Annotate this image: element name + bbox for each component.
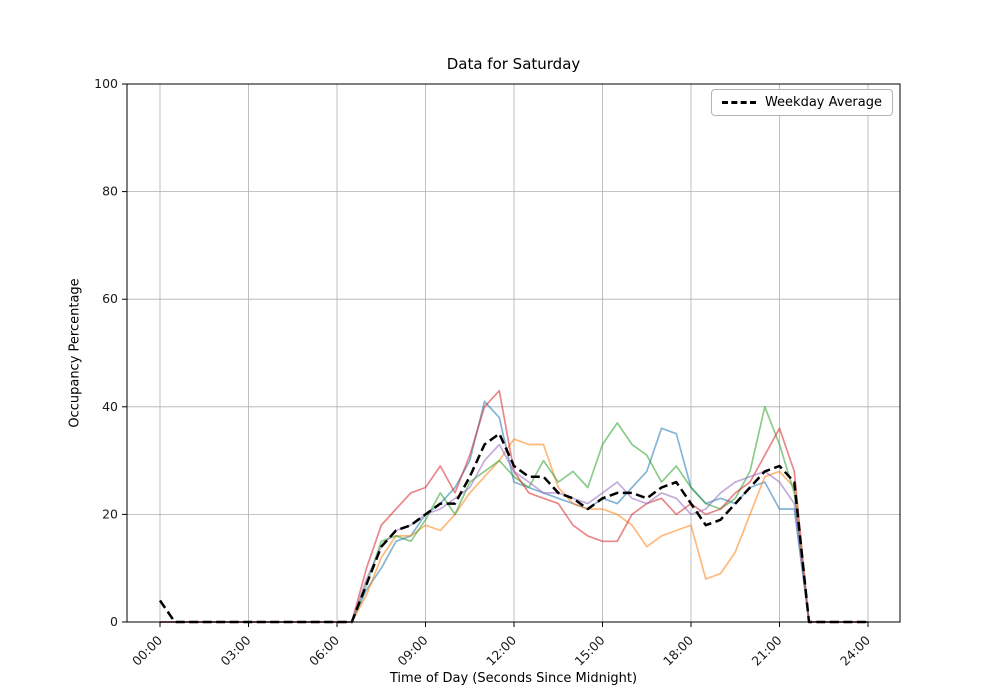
legend-label: Weekday Average <box>764 95 882 110</box>
x-tick-label: 00:00 <box>129 632 165 668</box>
legend: Weekday Average <box>710 89 893 116</box>
x-tick-label: 06:00 <box>306 632 342 668</box>
x-tick-label: 03:00 <box>218 632 254 668</box>
x-tick-label: 12:00 <box>483 632 519 668</box>
chart-title: Data for Saturday <box>446 55 581 73</box>
x-tick-label: 18:00 <box>660 632 696 668</box>
weekday-average-line-sample <box>721 101 756 104</box>
x-tick-label: 09:00 <box>395 632 431 668</box>
x-tick-label: 21:00 <box>749 632 785 668</box>
x-tick-label: 24:00 <box>837 632 873 668</box>
plot-border <box>126 83 901 623</box>
x-tick-label: 15:00 <box>572 632 608 668</box>
y-tick-label: 40 <box>102 399 118 414</box>
y-tick-label: 0 <box>110 614 118 629</box>
x-axis-label: Time of Day (Seconds Since Midnight) <box>389 671 638 686</box>
y-tick-label: 20 <box>102 506 118 521</box>
y-tick-label: 60 <box>102 291 118 306</box>
y-tick-label: 80 <box>102 184 118 199</box>
y-tick-label: 100 <box>94 76 118 91</box>
